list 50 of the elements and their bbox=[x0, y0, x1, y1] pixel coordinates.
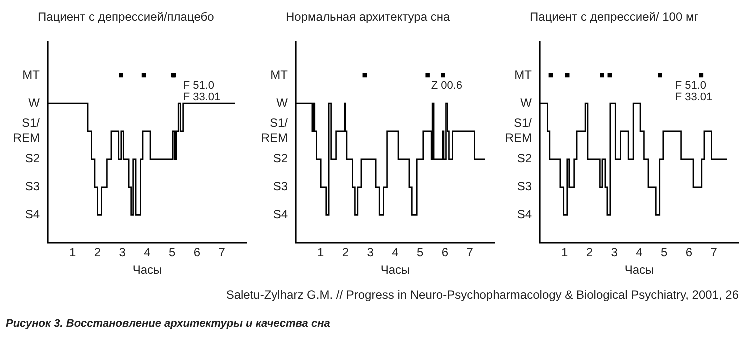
text: S1/ REM bbox=[13, 116, 41, 146]
text: S4 bbox=[273, 208, 288, 222]
x-tick-label: 2 bbox=[586, 246, 594, 260]
text: MT bbox=[270, 68, 289, 82]
x-tick-label: 5 bbox=[169, 246, 176, 260]
x-axis-title: Часы bbox=[380, 263, 410, 278]
x-tick-label: 1 bbox=[318, 246, 325, 260]
text: S3 bbox=[517, 180, 532, 194]
text: S3 bbox=[25, 180, 40, 194]
x-tick-label: 3 bbox=[367, 246, 374, 260]
text: S4 bbox=[517, 208, 532, 222]
text: Saletu-Zylharz G.M. // Progress in Neuro-Psychopharmacology & Biological Psychiatry, 2001, 26 bbox=[226, 288, 739, 302]
x-tick-label: 3 bbox=[611, 246, 618, 260]
text: W bbox=[28, 96, 41, 110]
x-tick-label: 5 bbox=[417, 246, 424, 260]
text: W bbox=[276, 96, 289, 110]
text: S2 bbox=[25, 152, 40, 166]
x-tick-label: 6 bbox=[686, 246, 693, 260]
x-tick-label: 6 bbox=[442, 246, 449, 260]
x-tick-label: 4 bbox=[144, 246, 152, 260]
chart-title: Пациент с депрессией/плацебо bbox=[38, 9, 216, 26]
x-axis-title: Часы bbox=[132, 263, 162, 278]
annotation: F 51.0 F 33.01 bbox=[183, 80, 221, 104]
annotation: Z 00.6 bbox=[431, 80, 463, 92]
x-tick-label: 7 bbox=[710, 246, 718, 260]
text: W bbox=[520, 96, 533, 110]
text: MT bbox=[514, 68, 533, 82]
text: S4 bbox=[25, 208, 40, 222]
annotation: F 51.0 F 33.01 bbox=[675, 80, 713, 104]
x-tick-label: 4 bbox=[636, 246, 644, 260]
x-tick-label: 7 bbox=[218, 246, 226, 260]
x-tick-label: 3 bbox=[119, 246, 126, 260]
x-tick-label: 6 bbox=[194, 246, 201, 260]
x-tick-label: 7 bbox=[466, 246, 474, 260]
x-tick-label: 4 bbox=[392, 246, 400, 260]
x-tick-label: 1 bbox=[70, 246, 77, 260]
text: Рисунок 3. Восстановление архитектуры и качества сна bbox=[6, 318, 330, 330]
text: S1/ REM bbox=[505, 116, 533, 146]
text: S2 bbox=[273, 152, 288, 166]
x-tick-label: 2 bbox=[94, 246, 102, 260]
text: S1/ REM bbox=[261, 116, 289, 146]
x-axis-title: Часы bbox=[624, 263, 654, 278]
chart-title: Нормальная архитектура сна bbox=[286, 9, 452, 26]
x-tick-label: 5 bbox=[661, 246, 668, 260]
x-tick-label: 1 bbox=[562, 246, 569, 260]
text: S2 bbox=[517, 152, 532, 166]
text: S3 bbox=[273, 180, 288, 194]
x-tick-label: 2 bbox=[342, 246, 350, 260]
text: MT bbox=[22, 68, 41, 82]
chart-title: Пациент с депрессией/ 100 мг bbox=[530, 9, 700, 26]
